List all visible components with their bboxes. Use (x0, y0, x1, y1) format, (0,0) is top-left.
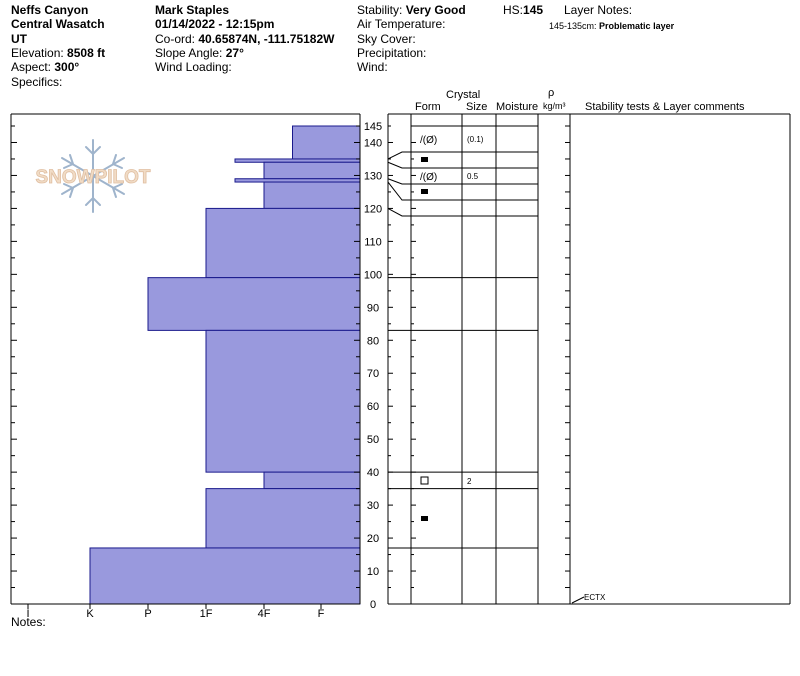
elevation-label: Elevation: (11, 46, 64, 60)
aspect-value: 300° (54, 60, 80, 74)
depth-tick-label: 120 (364, 203, 382, 215)
hs-label: HS: (503, 3, 524, 17)
rho-header: ρ (548, 87, 555, 99)
layer-table: /(Ø) (0.1) /(Ø) 0.5 2 ECTX (387, 113, 791, 605)
layer-note-row: 145-135cm: Problematic layer (549, 19, 674, 33)
crystal-size: 2 (467, 477, 472, 486)
depth-tick-label: 0 (370, 599, 376, 611)
depth-tick-label: 80 (367, 335, 379, 347)
size-header: Size (466, 101, 488, 113)
form-header: Form (415, 101, 441, 113)
hs-row: HS:145 (503, 3, 543, 17)
depth-tick-label: 30 (367, 500, 379, 512)
layer-connector (387, 207, 411, 217)
crystal-header: Crystal (446, 89, 481, 101)
depth-axis: 0 10 20 30 40 50 60 70 80 90 100 110 120 130 140 145 (11, 121, 570, 611)
crystal-symbol: /(Ø) (420, 135, 437, 146)
layer-connector (387, 151, 411, 160)
aspect-label: Aspect: (11, 60, 52, 74)
hardness-bar (292, 125, 361, 160)
layer-connector (387, 181, 411, 201)
hs-value: 145 (523, 3, 544, 17)
crystal-symbol: /(Ø) (420, 172, 437, 183)
hardness-tick-label: 4F (258, 608, 271, 620)
crystal-symbol-filled-square (421, 189, 428, 194)
depth-tick-label: 100 (364, 269, 382, 281)
layer-notes-label: Layer Notes: (564, 3, 633, 17)
layer-connector (387, 178, 411, 185)
crystal-symbol-filled-square (421, 516, 428, 521)
stability-test-pointer (571, 596, 585, 604)
hardness-axis: I K P 1F 4F F (10, 113, 361, 620)
hardness-tick-label: I (26, 608, 29, 620)
location-name: Neffs Canyon (11, 3, 89, 17)
hardness-bar (205, 329, 361, 473)
crystal-symbol-open-square (420, 476, 429, 485)
density-unit-header: kg/m³ (543, 101, 566, 111)
snowpilot-logo-text: SNOWPILOT (35, 167, 150, 188)
range-name: Central Wasatch (11, 17, 105, 31)
stability-test-label: ECTX (584, 593, 606, 602)
precip-label: Precipitation: (357, 46, 427, 60)
coord-value: 40.65874N, -111.75182W (198, 32, 335, 46)
depth-tick-label: 10 (367, 566, 379, 578)
crystal-symbol-filled-square (421, 157, 428, 162)
specifics-label: Specifics: (11, 75, 63, 89)
depth-tick-label: 145 (364, 121, 382, 133)
stability-value: Very Good (405, 3, 466, 17)
slope-value: 27° (225, 46, 244, 60)
hardness-bar (89, 547, 361, 605)
moisture-header: Moisture (496, 101, 539, 113)
hardness-bar (263, 161, 361, 180)
hardness-bars (89, 125, 361, 605)
hardness-bar (263, 471, 361, 490)
hardness-tick-label: P (144, 608, 151, 620)
stability-row: Stability: Very Good (357, 3, 466, 17)
hardness-bar (205, 207, 361, 279)
snowpilot-logo: SNOWPILOT (35, 139, 151, 213)
layer-connector (387, 161, 411, 169)
depth-tick-label: 110 (364, 236, 382, 248)
depth-tick-label: 20 (367, 533, 379, 545)
slope-label: Slope Angle: (155, 46, 223, 60)
depth-tick-label: 130 (364, 170, 382, 182)
layer-note-text: Problematic layer (599, 21, 675, 31)
observation-datetime: 01/14/2022 - 12:15pm (155, 17, 275, 31)
elevation-value: 8508 ft (67, 46, 106, 60)
slope-row: Slope Angle: 27° (155, 46, 244, 60)
air-temp-label: Air Temperature: (357, 17, 446, 31)
wind-loading-label: Wind Loading: (155, 60, 232, 74)
depth-tick-label: 50 (367, 434, 379, 446)
coord-label: Co-ord: (155, 32, 196, 46)
state-name: UT (11, 32, 27, 46)
crystal-size: 0.5 (467, 172, 479, 181)
hardness-tick-label: K (86, 608, 94, 620)
depth-tick-label: 140 (364, 137, 382, 149)
aspect-row: Aspect: 300° (11, 60, 79, 74)
depth-tick-label: 60 (367, 401, 379, 413)
depth-tick-label: 40 (367, 467, 379, 479)
stability-tests-header: Stability tests & Layer comments (585, 101, 745, 113)
sky-cover-label: Sky Cover: (357, 32, 416, 46)
depth-tick-label: 90 (367, 302, 379, 314)
wind-label: Wind: (357, 60, 388, 74)
hardness-bar (147, 277, 361, 331)
notes-label: Notes: (11, 615, 46, 629)
elevation-row: Elevation: 8508 ft (11, 46, 105, 60)
crystal-size: (0.1) (467, 135, 484, 144)
coord-row: Co-ord: 40.65874N, -111.75182W (155, 32, 334, 46)
observer-name: Mark Staples (155, 3, 230, 17)
hardness-bar (205, 488, 361, 549)
hardness-tick-label: F (318, 608, 325, 620)
depth-tick-label: 70 (367, 368, 379, 380)
hardness-bar (263, 181, 361, 209)
stability-label: Stability: (357, 3, 403, 17)
layer-note-range: 145-135cm: (549, 21, 597, 31)
hardness-tick-label: 1F (200, 608, 213, 620)
